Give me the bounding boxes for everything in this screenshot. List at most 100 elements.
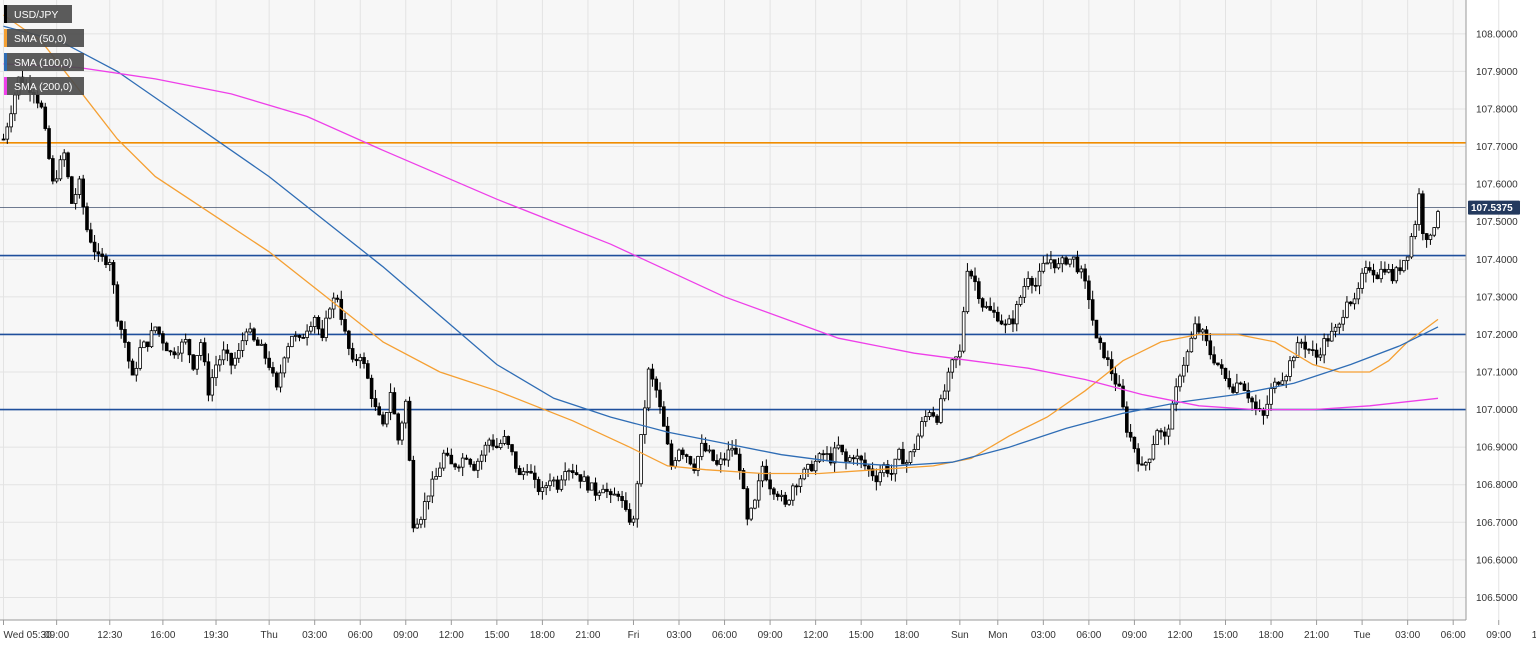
- candle-bullish: [753, 499, 757, 509]
- candle-bullish: [1337, 323, 1342, 328]
- candle-bearish: [1197, 323, 1201, 333]
- candle-bearish: [536, 479, 541, 492]
- candle-bearish: [874, 475, 879, 483]
- candle-bullish: [567, 470, 571, 473]
- candle-bearish: [316, 316, 321, 330]
- candle-bearish: [711, 449, 715, 461]
- legend-item-box: [4, 77, 84, 95]
- candle-bearish: [1098, 337, 1103, 344]
- x-tick-label: 15:00: [849, 630, 874, 641]
- candle-bullish: [62, 152, 67, 161]
- candle-bearish: [92, 241, 97, 253]
- candle-bullish: [942, 390, 947, 400]
- candle-bearish: [1314, 349, 1319, 358]
- candle-bullish: [1402, 260, 1406, 272]
- candle-bearish: [1303, 341, 1307, 350]
- candle-bearish: [1212, 354, 1216, 364]
- candle-bearish: [1223, 367, 1228, 379]
- candle-bearish: [491, 439, 495, 447]
- sma100-line: [3, 25, 1439, 467]
- x-tick-label: 06:00: [1076, 630, 1101, 641]
- candle-bullish: [1007, 318, 1011, 325]
- candle-bearish: [225, 349, 230, 354]
- candle-bullish: [134, 367, 139, 376]
- candle-bullish: [544, 485, 548, 489]
- candle-bearish: [1375, 274, 1380, 280]
- candle-bearish: [931, 412, 936, 417]
- candle-bullish: [426, 495, 431, 502]
- legend-label: SMA (200,0): [14, 81, 72, 93]
- candle-bearish: [1246, 390, 1251, 399]
- candle-bearish: [1113, 373, 1118, 385]
- x-tick-label: 09:00: [1486, 630, 1511, 641]
- x-tick-label: 15:00: [1213, 630, 1238, 641]
- candle-bearish: [1159, 430, 1163, 433]
- y-tick-label: 107.9000: [1476, 67, 1518, 78]
- candle-bearish: [973, 275, 977, 283]
- candle-bearish: [1087, 280, 1091, 301]
- candle-bullish: [847, 457, 852, 462]
- candle-bearish: [396, 413, 400, 441]
- candle-bearish: [684, 454, 689, 457]
- candle-bearish: [39, 102, 44, 108]
- x-tick-label: Thu: [261, 630, 278, 641]
- candle-bullish: [1432, 227, 1437, 236]
- candle-bearish: [1254, 401, 1258, 409]
- candle-bearish: [980, 298, 985, 308]
- x-tick-label: Sun: [951, 630, 969, 641]
- candle-bearish: [1208, 340, 1213, 356]
- legend-swatch: [4, 77, 7, 95]
- y-tick-label: 106.8000: [1476, 480, 1518, 491]
- candle-bullish: [107, 262, 112, 266]
- candle-bearish: [111, 262, 116, 286]
- candle-bullish: [214, 364, 218, 379]
- x-tick-label: 21:00: [1304, 630, 1329, 641]
- candle-bullish: [908, 451, 913, 463]
- candle-bullish: [1318, 354, 1323, 358]
- candle-bearish: [126, 342, 131, 362]
- candle-bullish: [878, 472, 882, 483]
- candle-bearish: [506, 436, 511, 445]
- candle-bullish: [548, 480, 552, 487]
- candle-bearish: [734, 447, 738, 455]
- candle-bullish: [328, 308, 332, 319]
- candle-bullish: [1352, 298, 1357, 305]
- candle-bullish: [240, 340, 245, 351]
- candle-bullish: [525, 470, 530, 473]
- candle-bearish: [145, 341, 150, 348]
- candle-bullish: [1333, 326, 1338, 332]
- candle-bullish: [1364, 267, 1368, 274]
- candle-bullish: [1273, 381, 1277, 389]
- candle-bearish: [100, 253, 104, 257]
- candle-bullish: [612, 493, 617, 496]
- candle-bearish: [267, 357, 271, 368]
- candle-bearish: [1121, 385, 1125, 408]
- candle-bullish: [707, 449, 712, 452]
- candle-bearish: [161, 333, 165, 344]
- candle-bullish: [1181, 364, 1186, 377]
- x-tick-label: 09:00: [393, 630, 418, 641]
- candle-bearish: [722, 458, 727, 461]
- candle-bearish: [1117, 383, 1122, 387]
- candle-bearish: [995, 311, 1000, 322]
- price-tag-background: [1468, 200, 1520, 215]
- candle-bullish: [1185, 351, 1190, 366]
- candle-bearish: [1261, 409, 1266, 416]
- candle-bullish: [293, 335, 298, 337]
- candle-bullish: [912, 449, 917, 453]
- candle-bullish: [1428, 234, 1433, 240]
- candle-bearish: [999, 320, 1004, 325]
- candle-bullish: [183, 339, 188, 343]
- candle-bearish: [533, 472, 537, 480]
- candle-bullish: [1235, 382, 1239, 393]
- candle-bearish: [1064, 257, 1068, 265]
- candle-bullish: [1409, 236, 1414, 258]
- candle-bullish: [1379, 268, 1383, 280]
- candle-bearish: [992, 309, 996, 313]
- candle-bullish: [259, 343, 264, 346]
- candle-bearish: [1371, 269, 1376, 276]
- y-axis: 108.0000 107.9000 107.8000 107.7000 107.6000…: [1476, 29, 1518, 604]
- candle-bearish: [1094, 319, 1099, 339]
- candle-bullish: [1155, 430, 1159, 445]
- candle-bullish: [312, 316, 317, 327]
